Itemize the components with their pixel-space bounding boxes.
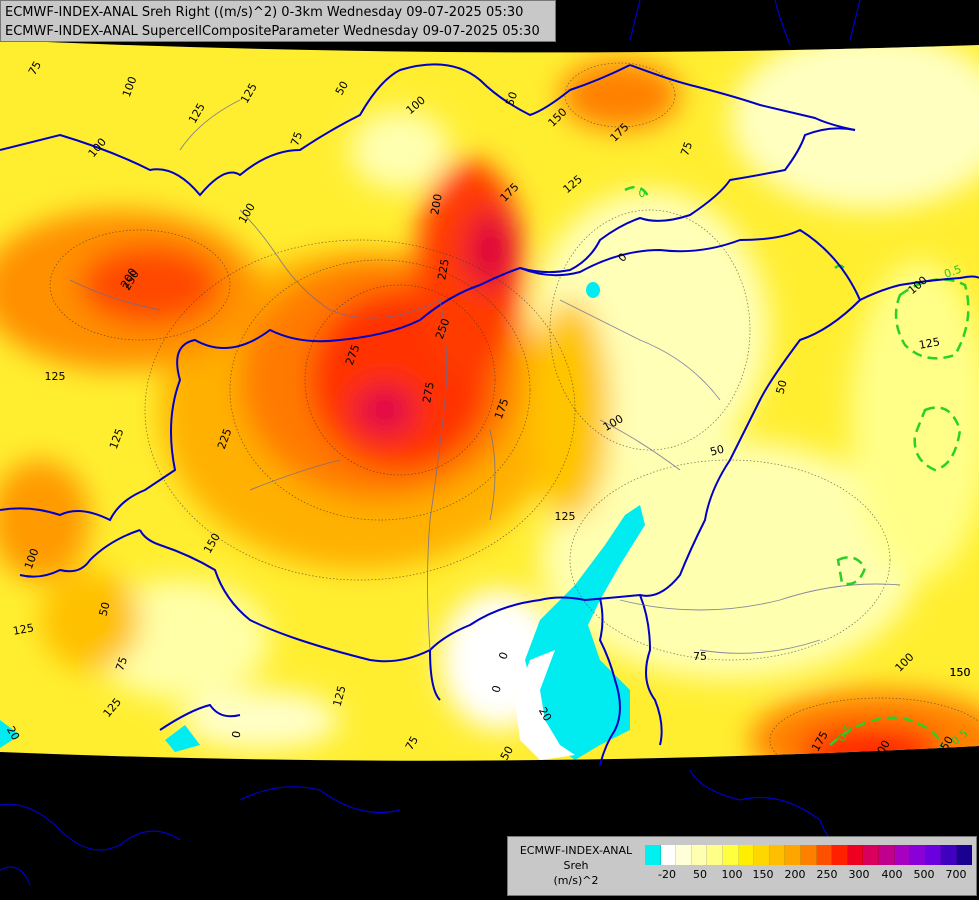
contour-label: 125: [12, 621, 35, 637]
legend-swatch: [754, 845, 770, 865]
legend-swatch: [910, 845, 926, 865]
contour-label: 0: [489, 684, 503, 694]
legend-tick-label: 400: [881, 868, 903, 881]
legend-tick-label: 50: [693, 868, 707, 881]
legend-swatch: [816, 845, 833, 865]
legend-ticks: -20 50 100 150 200 250 300 400 500 700: [645, 868, 973, 884]
contour-label: 150: [950, 666, 971, 679]
legend-swatch: [832, 845, 848, 865]
contour-label: 75: [678, 140, 695, 158]
title-line-1: ECMWF-INDEX-ANAL Sreh Right ((m/s)^2) 0-…: [5, 5, 524, 20]
legend-swatch: [722, 845, 739, 865]
contour-label: 225: [435, 258, 451, 281]
legend-swatch: [785, 845, 801, 865]
contour-label: 75: [113, 655, 130, 673]
legend-tick-label: -20: [658, 868, 676, 881]
contour-label: 50: [938, 734, 956, 753]
legend-title-unit: (m/s)^2: [553, 874, 599, 887]
legend-tick-label: 200: [784, 868, 806, 881]
contour-label: 75: [693, 650, 707, 663]
contour-label: 125: [918, 335, 941, 351]
legend-swatch: [660, 845, 677, 865]
legend-swatch: [847, 845, 864, 865]
legend-swatch: [738, 845, 755, 865]
legend-swatch: [863, 845, 879, 865]
scp-contour-label: 0.5: [942, 263, 963, 281]
legend-tick-label: 300: [848, 868, 870, 881]
contour-label: 50: [774, 379, 790, 396]
contour-label: 50: [709, 443, 726, 459]
legend-swatch: [691, 845, 708, 865]
legend-swatch: [941, 845, 957, 865]
contour-label: 125: [45, 370, 66, 383]
legend-swatch: [956, 845, 973, 865]
contour-label: 150: [950, 666, 971, 679]
legend-title-model: ECMWF-INDEX-ANAL: [519, 844, 633, 857]
legend-swatch: [645, 845, 661, 865]
title-line-2: ECMWF-INDEX-ANAL SupercellCompositeParam…: [5, 24, 540, 39]
contour-label: 75: [288, 130, 305, 148]
contour-label: 0: [230, 730, 244, 739]
contour-label: 50: [503, 90, 520, 108]
contour-label: 20: [536, 705, 554, 724]
contour-label: 125: [331, 684, 349, 708]
contour-label: 275: [420, 381, 436, 404]
contour-label: 125: [555, 510, 576, 523]
legend-tick-label: 100: [721, 868, 743, 881]
legend-swatch: [878, 845, 895, 865]
scp-contour-label: 0: [639, 187, 646, 200]
sreh-field: [0, 40, 979, 761]
legend-tick-label: 150: [752, 868, 774, 881]
legend-swatch: [769, 845, 786, 865]
map-title: ECMWF-INDEX-ANAL Sreh Right ((m/s)^2) 0-…: [0, 0, 556, 42]
contour-label: 50: [498, 744, 516, 763]
contour-label: 50: [333, 79, 351, 98]
contour-label: 0: [496, 650, 511, 661]
legend-color-scale: [645, 845, 973, 865]
legend-swatch: [800, 845, 817, 865]
contour-label: 75: [26, 59, 44, 78]
legend-swatch: [925, 845, 942, 865]
legend-title-variable: Sreh: [563, 859, 589, 872]
legend-swatch: [707, 845, 723, 865]
legend-tick-label: 250: [816, 868, 838, 881]
legend-swatch: [894, 845, 911, 865]
contour-label: 50: [97, 601, 113, 618]
legend: ECMWF-INDEX-ANAL Sreh (m/s)^2 -20 50 100 15…: [507, 836, 977, 896]
legend-title: ECMWF-INDEX-ANAL Sreh (m/s)^2: [512, 843, 640, 888]
contour-label: 20: [4, 724, 22, 743]
contour-label: 75: [403, 734, 421, 753]
rivers: [69, 99, 901, 654]
contour-label: 200: [428, 193, 444, 216]
legend-swatch: [676, 845, 692, 865]
legend-tick-label: 700: [945, 868, 967, 881]
legend-tick-label: 500: [913, 868, 935, 881]
